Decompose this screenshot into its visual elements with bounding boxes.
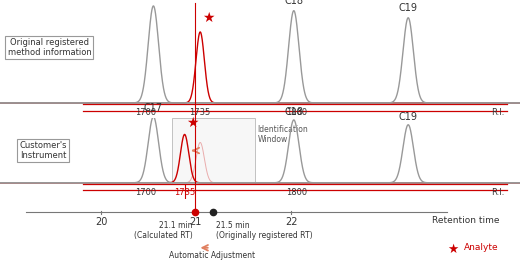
Text: ★: ★ (447, 243, 458, 256)
Text: 1700: 1700 (135, 108, 156, 117)
Text: 22: 22 (285, 217, 297, 227)
Text: 1735: 1735 (174, 188, 195, 197)
Text: C18: C18 (284, 0, 303, 6)
Bar (172, 118, 255, 184)
Text: Original registered
method information: Original registered method information (7, 38, 92, 57)
Text: C19: C19 (399, 112, 418, 121)
Text: 21: 21 (189, 217, 201, 227)
Text: ★: ★ (186, 116, 199, 129)
Text: Automatic Adjustment: Automatic Adjustment (169, 251, 255, 260)
Text: R.I.: R.I. (491, 108, 504, 117)
Text: 21.1 min
(Calculated RT): 21.1 min (Calculated RT) (134, 221, 192, 240)
Text: C18: C18 (284, 107, 303, 117)
Text: 1800: 1800 (286, 188, 307, 197)
Text: Customer's
Instrument: Customer's Instrument (19, 141, 67, 160)
Text: 1735: 1735 (190, 108, 211, 117)
Text: Identification
Window: Identification Window (257, 125, 308, 144)
Text: ★: ★ (202, 11, 214, 25)
Text: 20: 20 (95, 217, 108, 227)
Text: C19: C19 (399, 3, 418, 13)
Text: R.I.: R.I. (491, 188, 504, 197)
Text: Retention time: Retention time (432, 216, 499, 225)
Text: 21.5 min
(Originally registered RT): 21.5 min (Originally registered RT) (216, 221, 313, 240)
Text: C17: C17 (144, 103, 163, 113)
Text: C17: C17 (144, 0, 163, 1)
Text: Analyte: Analyte (464, 243, 499, 252)
Text: 1700: 1700 (135, 188, 156, 197)
Text: 1800: 1800 (286, 108, 307, 117)
